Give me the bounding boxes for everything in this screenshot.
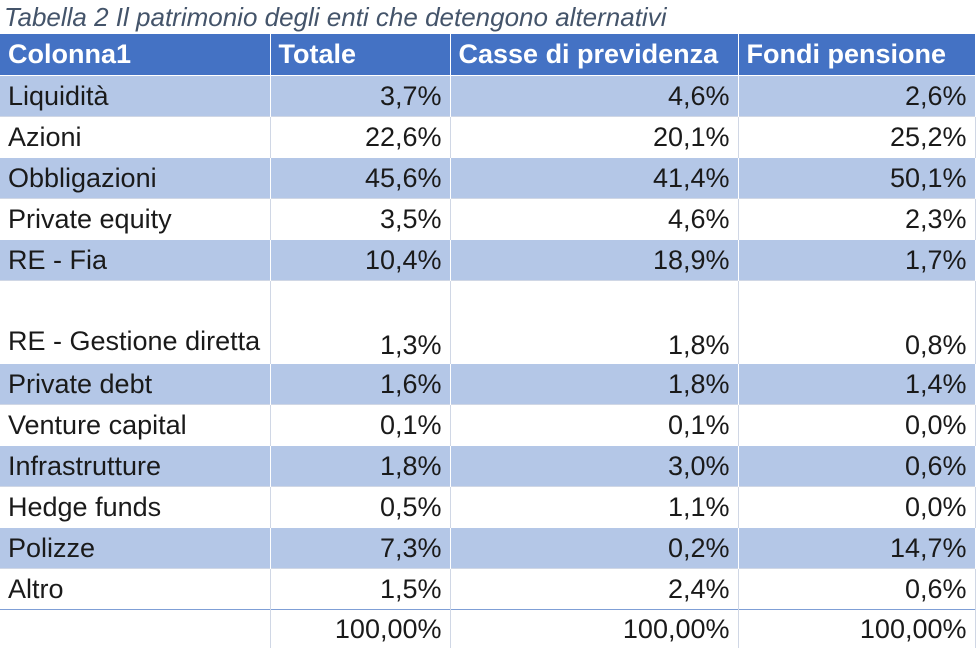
value-cell-casse: 0,2% (450, 528, 738, 569)
value-cell-totale: 22,6% (270, 117, 450, 158)
value-cell-totale: 3,7% (270, 76, 450, 117)
totals-label-cell (0, 610, 270, 648)
value-cell-casse: 1,8% (450, 281, 738, 364)
value-cell-totale: 7,3% (270, 528, 450, 569)
value-cell-fondi: 25,2% (738, 117, 975, 158)
value-cell-totale: 1,6% (270, 364, 450, 405)
row-label-cell: Hedge funds (0, 487, 270, 528)
value-cell-casse: 20,1% (450, 117, 738, 158)
column-header-totale: Totale (270, 34, 450, 76)
row-label-cell: RE - Fia (0, 240, 270, 281)
table-caption: Tabella 2 Il patrimonio degli enti che d… (4, 0, 666, 34)
value-cell-fondi: 1,4% (738, 364, 975, 405)
value-cell-casse: 2,4% (450, 569, 738, 610)
value-cell-fondi: 0,0% (738, 405, 975, 446)
column-header-fondi: Fondi pensione (738, 34, 975, 76)
value-cell-casse: 3,0% (450, 446, 738, 487)
row-label-cell: Altro (0, 569, 270, 610)
value-cell-casse: 4,6% (450, 76, 738, 117)
row-label-cell: Polizze (0, 528, 270, 569)
value-cell-totale: 1,5% (270, 569, 450, 610)
value-cell-totale: 1,3% (270, 281, 450, 364)
row-label-cell: Liquidità (0, 76, 270, 117)
row-label-cell: Obbligazioni (0, 158, 270, 199)
value-cell-fondi: 2,3% (738, 199, 975, 240)
column-header-colonna1: Colonna1 (0, 34, 270, 76)
value-cell-fondi: 2,6% (738, 76, 975, 117)
value-cell-fondi: 14,7% (738, 528, 975, 569)
total-cell-casse: 100,00% (450, 610, 738, 648)
value-cell-casse: 4,6% (450, 199, 738, 240)
column-header-casse: Casse di previdenza (450, 34, 738, 76)
totals-row: 100,00%100,00%100,00% (0, 610, 975, 648)
value-cell-fondi: 50,1% (738, 158, 975, 199)
value-cell-totale: 0,5% (270, 487, 450, 528)
value-cell-fondi: 1,7% (738, 240, 975, 281)
assets-table: Colonna1 Totale Casse di previdenza Fond… (0, 34, 976, 648)
row-label-cell: Private debt (0, 364, 270, 405)
row-label-cell: Infrastrutture (0, 446, 270, 487)
value-cell-fondi: 0,6% (738, 569, 975, 610)
value-cell-casse: 18,9% (450, 240, 738, 281)
value-cell-totale: 3,5% (270, 199, 450, 240)
value-cell-casse: 0,1% (450, 405, 738, 446)
header-row: Colonna1 Totale Casse di previdenza Fond… (0, 34, 975, 76)
value-cell-fondi: 0,8% (738, 281, 975, 364)
row-label-cell: Azioni (0, 117, 270, 158)
value-cell-totale: 45,6% (270, 158, 450, 199)
total-cell-fondi: 100,00% (738, 610, 975, 648)
value-cell-fondi: 0,6% (738, 446, 975, 487)
value-cell-casse: 1,1% (450, 487, 738, 528)
row-label-cell: Venture capital (0, 405, 270, 446)
row-label-cell: Private equity (0, 199, 270, 240)
value-cell-totale: 0,1% (270, 405, 450, 446)
value-cell-totale: 10,4% (270, 240, 450, 281)
total-cell-totale: 100,00% (270, 610, 450, 648)
value-cell-casse: 41,4% (450, 158, 738, 199)
value-cell-fondi: 0,0% (738, 487, 975, 528)
row-label-cell: RE - Gestione diretta (0, 281, 270, 364)
value-cell-casse: 1,8% (450, 364, 738, 405)
value-cell-totale: 1,8% (270, 446, 450, 487)
